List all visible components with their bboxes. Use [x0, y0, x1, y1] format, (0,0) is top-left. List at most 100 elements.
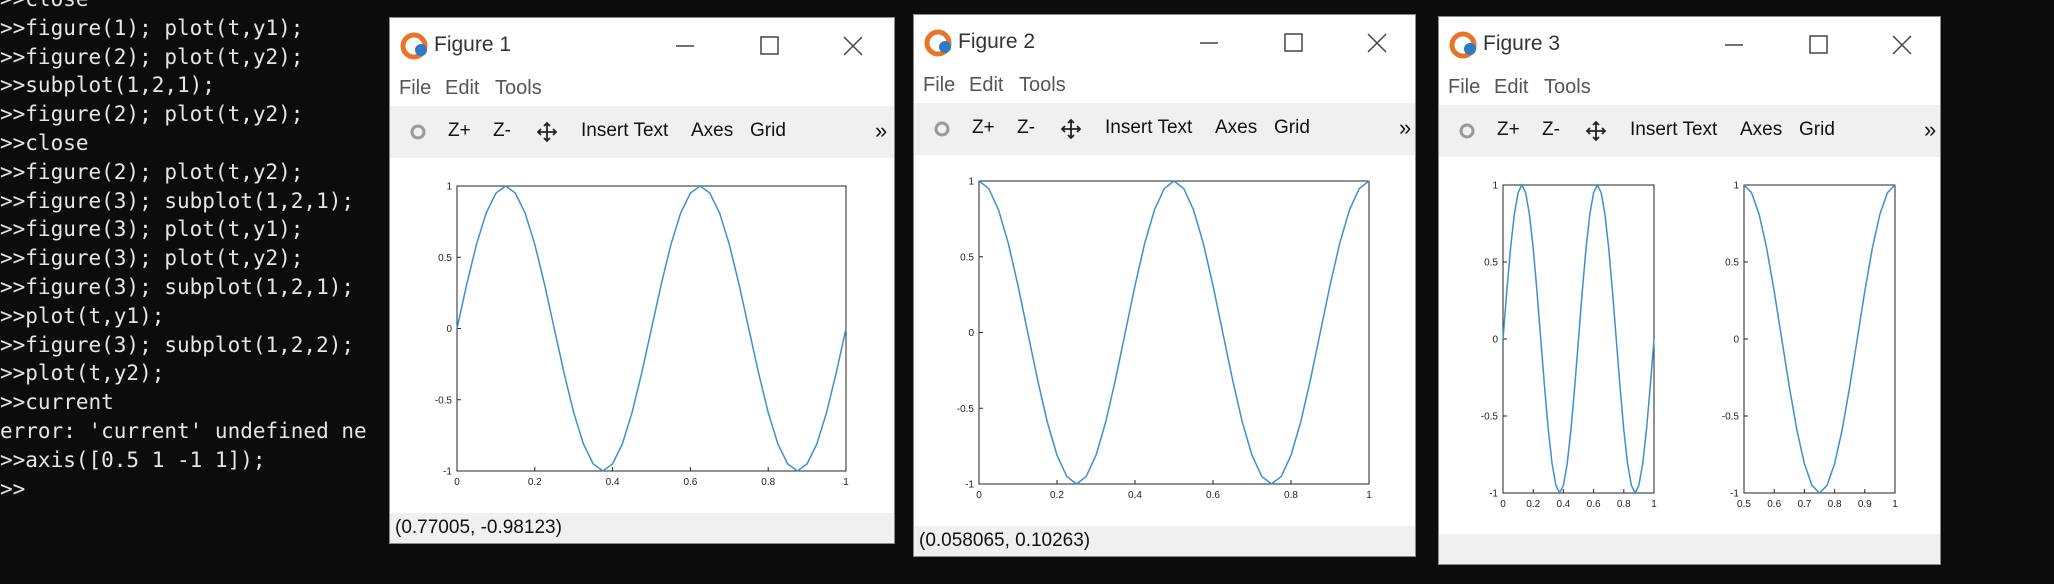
y-tick-label: 0.5: [1725, 258, 1739, 269]
terminal-line: >>subplot(1,2,1);: [0, 73, 215, 98]
toolbar-icons: [1459, 120, 1607, 142]
x-tick-label: 0.7: [1797, 499, 1811, 510]
status-bar: [1439, 534, 1940, 564]
y-tick-label: -1: [443, 467, 452, 478]
pan-icon[interactable]: [536, 121, 558, 143]
x-tick-label: 0.8: [1284, 490, 1298, 501]
toolbar-button[interactable]: Grid: [1274, 117, 1310, 138]
maximize-button[interactable]: [1809, 35, 1828, 54]
toolbar-button[interactable]: Axes: [1740, 119, 1783, 140]
menu-item[interactable]: File: [399, 77, 432, 99]
toolbar-button[interactable]: Insert Text: [1630, 119, 1718, 140]
x-tick-label: 0.4: [1128, 490, 1142, 501]
y-tick-label: 1: [968, 177, 974, 188]
reset-icon[interactable]: [934, 121, 950, 137]
y-tick-label: 1: [1492, 181, 1498, 192]
window-title: Figure 2: [958, 30, 1036, 53]
maximize-button[interactable]: [1284, 33, 1303, 52]
terminal-line: >>plot(t,y1);: [0, 303, 165, 328]
toolbar-button[interactable]: Z+: [1497, 119, 1520, 140]
x-tick-label: 0.2: [528, 477, 542, 488]
menu-item[interactable]: Edit: [969, 74, 1004, 96]
y-tick-label: 0: [1733, 335, 1739, 346]
toolbar-button[interactable]: Grid: [750, 120, 786, 141]
x-tick-label: 0.6: [683, 477, 697, 488]
pan-icon[interactable]: [1060, 118, 1082, 140]
toolbar-button[interactable]: Axes: [1215, 117, 1258, 138]
figure-window: Figure 3 File Edit Tools Z+ Z- Insert Text Axes…: [1438, 16, 1941, 565]
menu-item[interactable]: Tools: [1019, 74, 1066, 96]
y-tick-label: 0: [446, 324, 452, 335]
x-tick-label: 0.6: [1767, 499, 1781, 510]
x-tick-label: 0.8: [1617, 499, 1631, 510]
y-tick-label: -1: [1730, 489, 1739, 500]
app-icon-inner: [939, 41, 951, 53]
y-tick-label: 0.5: [438, 253, 452, 264]
toolbar-button[interactable]: Z-: [493, 120, 511, 141]
close-button[interactable]: [1892, 35, 1912, 55]
x-tick-label: 0.6: [1206, 490, 1220, 501]
toolbar: Z+ Z- Insert Text Axes Grid »: [1439, 105, 1940, 157]
status-text: (0.77005, -0.98123): [395, 517, 562, 538]
toolbar-button[interactable]: Z+: [448, 120, 471, 141]
pan-icon[interactable]: [1585, 120, 1607, 142]
toolbar: Z+ Z- Insert Text Axes Grid »: [390, 106, 894, 158]
y-tick-label: -0.5: [435, 395, 453, 406]
y-tick-label: -0.5: [1722, 412, 1740, 423]
x-tick-label: 0.4: [1556, 499, 1570, 510]
terminal-line: >>figure(2); plot(t,y2);: [0, 159, 304, 184]
terminal-line: >>figure(3); plot(t,y1);: [0, 217, 304, 242]
x-tick-label: 0.2: [1050, 490, 1064, 501]
close-button[interactable]: [843, 36, 863, 56]
plot-area: 0 0.2 0.4 0.6 0.8 1 -1 -0.5 0 0.5 1: [957, 177, 1372, 502]
reset-icon[interactable]: [1459, 123, 1475, 139]
y-tick-label: 0.5: [960, 252, 974, 263]
y-tick-label: 0: [1492, 335, 1498, 346]
menu-item[interactable]: File: [923, 74, 956, 96]
menu-item[interactable]: Tools: [1544, 76, 1591, 98]
close-button[interactable]: [1367, 33, 1387, 53]
status-bar: (0.058065, 0.10263): [914, 526, 1415, 556]
x-tick-label: 0: [1500, 499, 1506, 510]
toolbar-button[interactable]: Insert Text: [581, 120, 669, 141]
toolbar-overflow[interactable]: »: [1399, 115, 1412, 140]
y-tick-label: -0.5: [1481, 412, 1499, 423]
axes-frame: [978, 180, 1370, 485]
line-series: [1502, 183, 1655, 495]
terminal-line: >>figure(2); plot(t,y2);: [0, 102, 304, 127]
terminal-line: >>figure(3); subplot(1,2,1);: [0, 188, 355, 213]
terminal-line: >>close: [0, 0, 89, 13]
terminal-line: >>figure(3); plot(t,y2);: [0, 246, 304, 271]
figure-window: Figure 2 File Edit Tools Z+ Z- Insert Text Axes…: [913, 14, 1416, 557]
toolbar-button[interactable]: Z-: [1017, 117, 1035, 138]
toolbar-button[interactable]: Grid: [1799, 119, 1835, 140]
status-text: (0.058065, 0.10263): [919, 530, 1091, 551]
toolbar-button[interactable]: Insert Text: [1105, 117, 1193, 138]
x-tick-label: 0: [454, 477, 460, 488]
reset-icon[interactable]: [410, 124, 426, 140]
terminal-line: >>figure(1); plot(t,y1);: [0, 15, 304, 40]
figure-window: Figure 1 File Edit Tools Z+ Z- Insert Text Axes…: [389, 17, 895, 544]
x-tick-label: 0.6: [1587, 499, 1601, 510]
toolbar: Z+ Z- Insert Text Axes Grid »: [914, 103, 1415, 155]
axes-frame: [1743, 184, 1896, 494]
toolbar-overflow[interactable]: »: [1924, 117, 1937, 142]
toolbar-button[interactable]: Axes: [691, 120, 734, 141]
menu-item[interactable]: Edit: [445, 77, 480, 99]
menu-item[interactable]: File: [1448, 76, 1481, 98]
x-tick-label: 0: [976, 490, 982, 501]
x-tick-label: 0.2: [1526, 499, 1540, 510]
toolbar-overflow[interactable]: »: [875, 118, 888, 143]
maximize-button[interactable]: [760, 36, 779, 55]
x-tick-label: 0.8: [1828, 499, 1842, 510]
terminal-line: >>plot(t,y2);: [0, 361, 165, 386]
terminal-line: >>figure(3); subplot(1,2,2);: [0, 332, 355, 357]
terminal-line: error: 'current' undefined ne: [0, 419, 367, 443]
toolbar-button[interactable]: Z+: [972, 117, 995, 138]
y-tick-label: -1: [1489, 489, 1498, 500]
app-icon-inner: [415, 44, 427, 56]
toolbar-button[interactable]: Z-: [1542, 119, 1560, 140]
menu-item[interactable]: Edit: [1494, 76, 1529, 98]
line-series: [978, 180, 1370, 485]
menu-item[interactable]: Tools: [495, 77, 542, 99]
